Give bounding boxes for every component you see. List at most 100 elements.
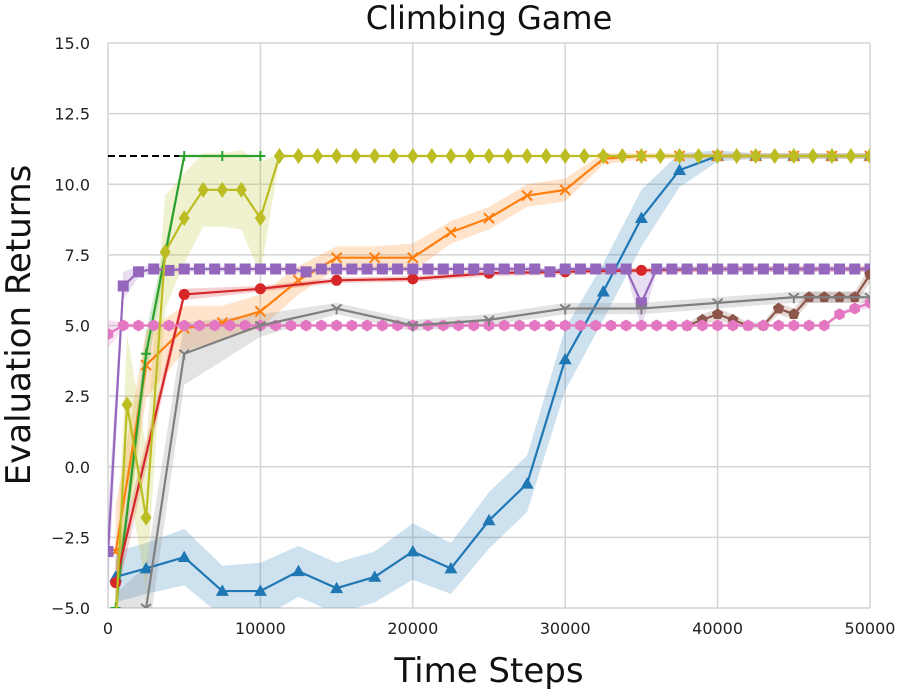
square-marker (788, 263, 800, 275)
triangle-marker (139, 561, 153, 574)
tri-down-marker (140, 603, 152, 608)
hexagon-marker (529, 319, 540, 332)
y-tick-label: 12.5 (54, 105, 90, 124)
square-marker (849, 263, 861, 275)
plus-marker (141, 348, 152, 359)
square-marker (590, 263, 602, 275)
square-marker (574, 263, 586, 275)
hexagon-marker (620, 319, 632, 332)
diamond-marker (216, 181, 228, 198)
hexagon-marker (834, 308, 845, 321)
hexagon-marker (133, 319, 144, 332)
diamond-marker (464, 148, 476, 164)
square-marker (696, 263, 708, 275)
diamond-marker (254, 210, 266, 227)
diamond-marker (693, 148, 705, 164)
hexagon-marker (148, 319, 159, 332)
x-marker (368, 251, 381, 264)
diamond-marker (616, 148, 628, 164)
diamond-marker (197, 181, 209, 198)
square-marker (513, 263, 525, 275)
tri-down-marker (635, 303, 648, 315)
square-marker (498, 263, 510, 275)
circle-marker (331, 274, 343, 286)
pentagon-marker (864, 268, 870, 280)
square-marker (254, 263, 266, 275)
diamond-marker (273, 148, 285, 164)
circle-marker (110, 577, 122, 589)
series-5 (108, 263, 870, 557)
circle-marker (635, 264, 647, 276)
diamond-marker (654, 148, 666, 164)
square-marker (544, 266, 556, 278)
triangle-marker (177, 550, 191, 563)
diamond-marker (140, 509, 152, 526)
diamond-marker (407, 148, 419, 164)
series-7 (108, 296, 870, 340)
hexagon-marker (163, 319, 175, 332)
x-marker (330, 251, 343, 264)
triangle-marker (673, 163, 686, 175)
circle-marker (407, 273, 419, 285)
hexagon-marker (605, 319, 617, 332)
square-marker (529, 263, 541, 275)
square-marker (178, 263, 190, 275)
square-marker (422, 263, 434, 275)
square-marker (315, 263, 327, 275)
tri-down-marker (864, 292, 870, 304)
hexagon-marker (666, 319, 678, 332)
tri-down-marker (330, 303, 343, 315)
plus-marker (217, 151, 228, 161)
series-9 (115, 148, 870, 608)
circle-marker (178, 288, 190, 300)
diamond-marker (750, 148, 762, 164)
square-marker (818, 263, 830, 275)
tick-labels: 0 10000 20000 30000 40000 50000 −5.0 −2.5 0.0 2.5… (51, 34, 895, 638)
square-marker (270, 263, 282, 275)
hexagon-marker (758, 319, 769, 332)
x-marker (407, 251, 419, 264)
hexagon-marker (651, 319, 662, 332)
x-marker (483, 212, 495, 224)
hexagon-marker (514, 319, 525, 332)
tri-down-marker (788, 292, 800, 304)
square-marker (300, 266, 312, 278)
hexagon-marker (209, 319, 220, 332)
square-marker (803, 263, 815, 275)
chart-title: Climbing Game (366, 0, 613, 37)
hexagon-marker (849, 302, 860, 315)
x-tick-label: 20000 (387, 619, 438, 638)
tri-down-marker (559, 303, 571, 315)
x-tick-label: 40000 (692, 619, 743, 638)
square-marker (559, 263, 571, 275)
x-marker (521, 189, 533, 202)
square-marker (346, 263, 358, 275)
triangle-marker (368, 570, 382, 582)
x-tick-label: 10000 (235, 619, 286, 638)
series-band (115, 156, 261, 608)
square-marker (742, 263, 754, 275)
diamond-marker (235, 181, 247, 198)
x-marker (140, 359, 152, 371)
square-marker (376, 263, 388, 275)
hexagon-marker (788, 319, 799, 332)
hexagon-marker (179, 319, 190, 332)
square-marker (605, 263, 617, 275)
y-axis-label: Evaluation Returns (0, 165, 39, 486)
diamond-marker (331, 148, 343, 164)
square-marker (681, 263, 693, 275)
diamond-marker (578, 148, 590, 164)
diamond-marker (502, 148, 514, 164)
triangle-marker (634, 211, 648, 224)
x-axis-label: Time Steps (393, 651, 583, 691)
triangle-marker (558, 352, 572, 365)
hexagon-marker (377, 319, 388, 332)
diamond-marker (178, 210, 190, 227)
y-tick-label: 15.0 (54, 34, 90, 53)
triangle-marker (482, 513, 496, 526)
hexagon-marker (864, 296, 870, 309)
tri-down-marker (711, 298, 724, 309)
triangle-marker (253, 584, 267, 596)
plus-marker (179, 151, 190, 161)
